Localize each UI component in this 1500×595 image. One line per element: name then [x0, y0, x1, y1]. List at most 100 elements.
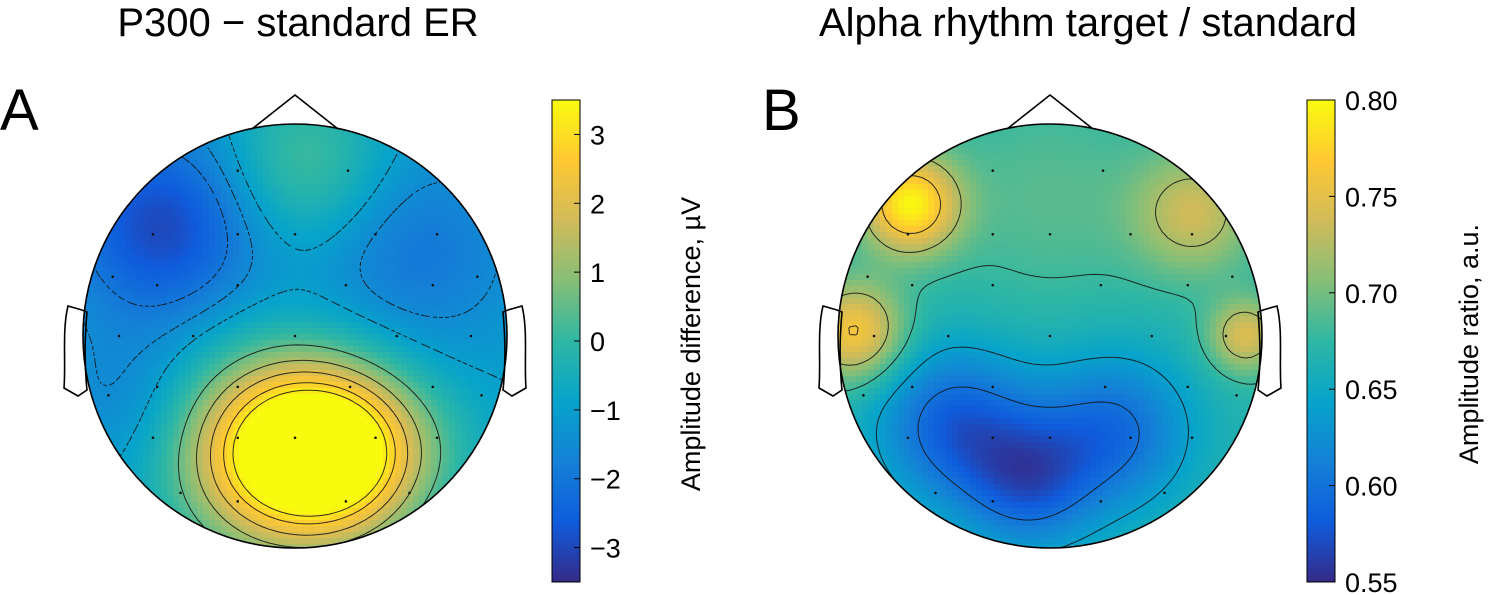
panel-a-heat-cell [371, 412, 378, 419]
panel-b-heat-cell [970, 208, 977, 215]
panel-a-heat-cell [407, 250, 414, 257]
panel-a-heat-cell [167, 460, 174, 467]
panel-a-heat-cell [215, 520, 222, 527]
panel-a-heat-cell [311, 226, 318, 233]
panel-a-heat-cell [305, 520, 312, 527]
panel-a-heat-cell [443, 478, 450, 485]
panel-a-heat-cell [443, 388, 450, 395]
panel-a-heat-cell [197, 484, 204, 491]
panel-a-heat-cell [341, 376, 348, 383]
panel-a-heat-cell [299, 268, 306, 275]
panel-a-heat-cell [131, 256, 138, 263]
panel-a-heat-cell [281, 256, 288, 263]
panel-a-heat-cell [107, 220, 114, 227]
panel-a-heat-cell [359, 136, 366, 143]
panel-a-heat-cell [467, 280, 474, 287]
panel-a-heat-cell [257, 346, 264, 353]
panel-a-heat-cell [155, 412, 162, 419]
panel-a-heat-cell [191, 184, 198, 191]
panel-a-heat-cell [125, 256, 132, 263]
panel-a-heat-cell [479, 412, 486, 419]
panel-a-heat-cell [359, 478, 366, 485]
panel-a-heat-cell [263, 262, 270, 269]
panel-a-heat-cell [497, 286, 504, 293]
panel-a-heat-cell [347, 142, 354, 149]
panel-a-heat-cell [215, 442, 222, 449]
panel-a-heat-cell [389, 196, 396, 203]
panel-b-heat-cell [892, 220, 899, 227]
panel-b-heat-cell [952, 184, 959, 191]
panel-b-heat-cell [1054, 154, 1061, 161]
panel-a-heat-cell [191, 292, 198, 299]
panel-a-heat-cell [491, 400, 498, 407]
panel-a-heat-cell [455, 214, 462, 221]
panel-a-heat-cell [401, 184, 408, 191]
panel-a-heat-cell [299, 244, 306, 251]
panel-a-heat-cell [179, 334, 186, 341]
panel-a-heat-cell [407, 274, 414, 281]
panel-a-heat-cell [389, 154, 396, 161]
panel-a-heat-cell [119, 274, 126, 281]
panel-b-heat-cell [1162, 184, 1169, 191]
panel-a-heat-cell [419, 334, 426, 341]
panel-b-heat-cell [988, 160, 995, 167]
panel-a-heat-cell [365, 310, 372, 317]
panel-a-heat-cell [431, 340, 438, 347]
panel-a-heat-cell [371, 316, 378, 323]
panel-a-heat-cell [311, 310, 318, 317]
panel-a-heat-cell [311, 340, 318, 347]
panel-a-heat-cell [113, 406, 120, 413]
panel-a-heat-cell [305, 232, 312, 239]
panel-a-heat-cell [305, 238, 312, 245]
panel-a-heat-cell [461, 268, 468, 275]
panel-a-heat-cell [119, 256, 126, 263]
panel-b-heat-cell [1048, 190, 1055, 197]
panel-a-heat-cell [191, 298, 198, 305]
panel-a-heat-cell [179, 400, 186, 407]
panel-a-heat-cell [329, 352, 336, 359]
panel-a-heat-cell [341, 268, 348, 275]
panel-a-heat-cell [149, 394, 156, 401]
panel-b-heat-cell [1150, 214, 1157, 221]
panel-a-heat-cell [461, 280, 468, 287]
panel-a-heat-cell [425, 346, 432, 353]
panel-a-heat-cell [293, 166, 300, 173]
panel-a-heat-cell [449, 400, 456, 407]
panel-a-heat-cell [335, 262, 342, 269]
panel-a-heat-cell [275, 436, 282, 443]
panel-a-heat-cell [413, 358, 420, 365]
panel-a-heat-cell [185, 472, 192, 479]
panel-a-heat-cell [329, 220, 336, 227]
panel-a-heat-cell [449, 484, 456, 491]
panel-a-heat-cell [425, 466, 432, 473]
panel-a-heat-cell [125, 436, 132, 443]
panel-a-heat-cell [299, 406, 306, 413]
panel-a-heat-cell [407, 202, 414, 209]
panel-a-heat-cell [491, 328, 498, 335]
panel-a-heat-cell [305, 148, 312, 155]
panel-a-heat-cell [293, 304, 300, 311]
panel-a-heat-cell [359, 172, 366, 179]
panel-a-heat-cell [239, 130, 246, 137]
panel-a-heat-cell [455, 424, 462, 431]
panel-a-heat-cell [197, 250, 204, 257]
panel-b-heat-cell [934, 172, 941, 179]
panel-a-heat-cell [239, 364, 246, 371]
panel-a-heat-cell [371, 232, 378, 239]
panel-b-heat-cell [1036, 166, 1043, 173]
panel-a-heat-cell [191, 232, 198, 239]
panel-a-heat-cell [365, 298, 372, 305]
panel-a-heat-cell [113, 232, 120, 239]
panel-a-heat-cell [251, 304, 258, 311]
panel-a-heat-cell [293, 346, 300, 353]
panel-a-heat-cell [233, 244, 240, 251]
panel-a-heat-cell [167, 304, 174, 311]
panel-a-heat-cell [359, 520, 366, 527]
panel-a-heat-cell [89, 322, 96, 329]
panel-a-heat-cell [119, 328, 126, 335]
panel-a-heat-cell [371, 160, 378, 167]
panel-a-heat-cell [407, 178, 414, 185]
panel-a-heat-cell [233, 502, 240, 509]
panel-b-heat-cell [982, 160, 989, 167]
panel-b-heat-cell [958, 214, 965, 221]
